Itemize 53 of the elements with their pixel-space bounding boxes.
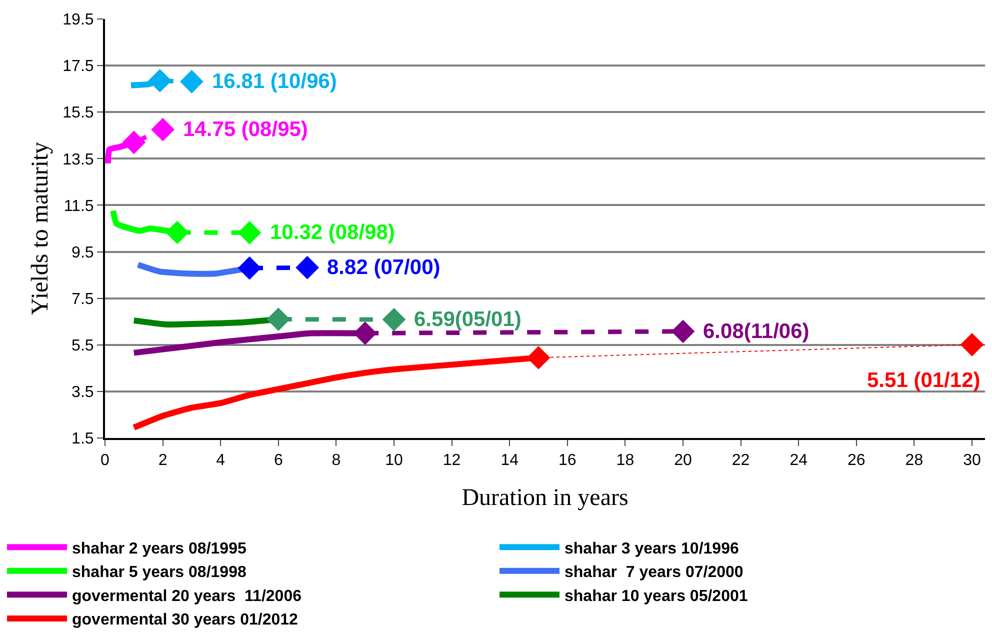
annotation: 5.51 (01/12) (867, 369, 980, 392)
x-tick-label: 28 (905, 452, 924, 470)
y-axis-title: Yields to maturity (27, 142, 54, 316)
y-tick-label: 3.5 (72, 384, 94, 402)
x-tick-label: 6 (274, 452, 283, 470)
y-tick-label: 5.5 (72, 337, 94, 354)
y-tick-label: 17.5 (62, 58, 94, 76)
annotation: 14.75 (08/95) (183, 118, 308, 141)
annotation: 16.81 (10/96) (212, 70, 337, 93)
x-tick-label: 16 (558, 452, 576, 470)
x-tick-label: 20 (674, 452, 692, 470)
annotation: 6.59(05/01) (414, 308, 522, 331)
x-tick-label: 10 (385, 452, 403, 470)
legend-label: shahar 3 years 10/1996 (564, 540, 739, 558)
point (122, 130, 146, 154)
x-tick-label: 12 (442, 452, 461, 470)
y-tick-label: 9.5 (72, 244, 94, 262)
point (180, 70, 204, 94)
point (166, 220, 189, 244)
legend-label: govermental 20 years 11/2006 (72, 588, 302, 605)
x-tick-label: 0 (100, 452, 110, 470)
y-tick-label: 13.5 (62, 151, 94, 168)
annotation: 8.82 (07/00) (327, 256, 440, 279)
annotation: 10.32 (08/98) (270, 221, 395, 244)
point (238, 256, 262, 280)
x-tick-label: 2 (158, 452, 168, 470)
x-tick-label: 14 (500, 452, 519, 470)
x-tick-label: 24 (790, 452, 808, 470)
legend-label: shahar 10 years 05/2001 (564, 588, 748, 605)
y-tick-label: 1.5 (72, 430, 94, 448)
x-tick-label: 4 (216, 452, 226, 470)
x-tick-label: 30 (963, 452, 981, 470)
point (671, 320, 695, 344)
legend-label: shahar 5 years 08/1998 (72, 564, 246, 582)
point (148, 68, 172, 92)
x-axis-title: Duration in years (462, 485, 628, 511)
legend-label: shahar 7 years 07/2000 (564, 564, 744, 582)
x-tick-label: 18 (616, 452, 634, 470)
point (382, 308, 406, 332)
legend-label: shahar 2 years 08/1995 (72, 540, 246, 558)
annotation: 6.08(11/06) (703, 320, 810, 343)
point (296, 256, 319, 280)
point (960, 332, 984, 356)
y-tick-label: 7.5 (72, 290, 94, 308)
x-tick-label: 22 (732, 452, 750, 470)
x-tick-label: 26 (848, 452, 866, 470)
point (151, 118, 174, 142)
x-tick-label: 8 (332, 452, 341, 470)
y-tick-label: 19.5 (62, 12, 94, 29)
y-tick-label: 11.5 (64, 198, 94, 215)
y-tick-label: 15.5 (62, 104, 94, 122)
legend-label: govermental 30 years 01/2012 (72, 612, 298, 629)
point (238, 220, 262, 244)
